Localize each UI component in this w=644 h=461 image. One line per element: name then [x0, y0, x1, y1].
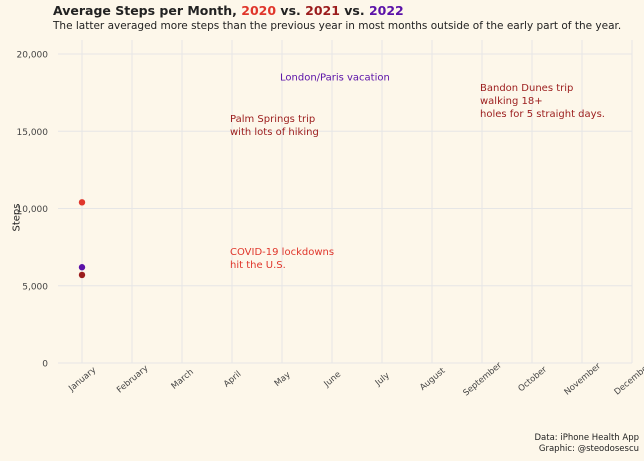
- caption-source: Data: iPhone Health App: [534, 433, 639, 443]
- title-prefix: Average Steps per Month,: [53, 3, 242, 18]
- x-tick-label: January: [66, 365, 98, 394]
- x-tick-label: December: [613, 361, 644, 397]
- y-tick-label: 0: [42, 360, 48, 370]
- x-tick-label: March: [170, 367, 196, 391]
- y-tick-label: 15,000: [17, 128, 49, 138]
- caption: Data: iPhone Health App Graphic: @steodo…: [535, 433, 639, 455]
- y-tick-label: 10,000: [17, 205, 49, 215]
- y-tick-label: 20,000: [17, 51, 49, 61]
- annotation-label: COVID-19 lockdowns hit the U.S.: [230, 247, 334, 271]
- title-sep-2: vs.: [339, 3, 369, 18]
- x-tick-label: October: [516, 364, 549, 394]
- data-point-2021: [78, 271, 86, 279]
- x-tick-label: November: [563, 361, 604, 397]
- x-tick-label: July: [373, 371, 392, 389]
- x-tick-label: September: [462, 360, 505, 398]
- data-point-2020: [78, 199, 86, 206]
- x-tick-label: August: [418, 366, 448, 393]
- title-year-2022: 2022: [368, 3, 404, 18]
- y-tick-label: 5,000: [22, 282, 48, 292]
- title-year-2020: 2020: [241, 3, 277, 18]
- x-tick-label: April: [222, 369, 243, 389]
- data-point-2022: [78, 264, 86, 271]
- annotation-label: London/Paris vacation: [280, 72, 390, 83]
- title-sep-1: vs.: [276, 3, 306, 18]
- annotation-label: Bandon Dunes trip walking 18+ holes for 5 …: [480, 83, 605, 120]
- chart-title: Average Steps per Month, 2020 vs. 2021 v…: [53, 3, 404, 18]
- caption-credit: Graphic: @steodosescu: [538, 444, 639, 454]
- title-year-2021: 2021: [305, 3, 340, 18]
- chart-subtitle: The latter averaged more steps than the …: [53, 20, 622, 32]
- x-tick-label: June: [322, 370, 343, 390]
- x-tick-label: May: [273, 370, 293, 389]
- annotation-label: Palm Springs trip with lots of hiking: [230, 114, 319, 138]
- x-tick-label: February: [115, 364, 150, 396]
